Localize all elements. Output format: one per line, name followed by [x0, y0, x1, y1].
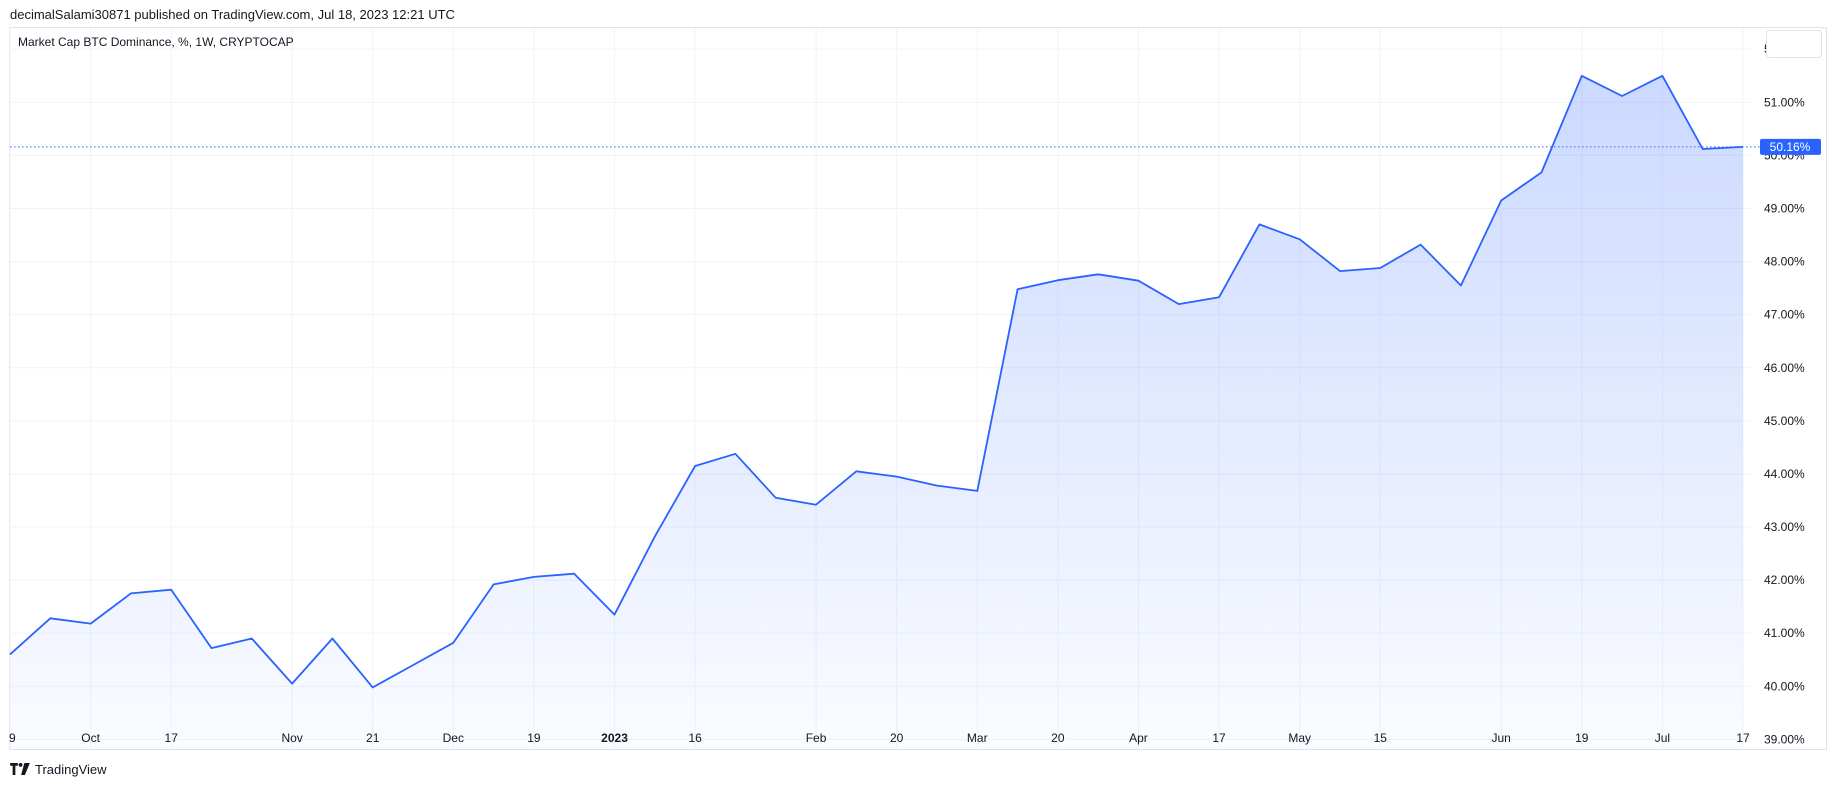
y-tick-label: 40.00% — [1764, 679, 1805, 693]
data-point — [9, 653, 11, 655]
x-tick-label: Oct — [81, 731, 100, 745]
x-axis: 9 Oct 17 Nov 21 Dec 19 2023 16 Feb 20 Mar 20 Apr 17 May… — [9, 731, 1750, 745]
y-tick-label: 45.00% — [1764, 414, 1805, 428]
x-tick-label: Dec — [443, 731, 464, 745]
data-point — [1621, 95, 1623, 97]
y-tick-label: 43.00% — [1764, 520, 1805, 534]
data-point — [1178, 303, 1180, 305]
data-point — [170, 589, 172, 591]
data-point — [533, 576, 535, 578]
data-point — [211, 647, 213, 649]
y-tick-label: 47.00% — [1764, 308, 1805, 322]
data-point — [1097, 273, 1099, 275]
data-point — [694, 465, 696, 467]
x-tick-label: 15 — [1374, 731, 1388, 745]
data-point — [1702, 148, 1704, 150]
last-value-label: 50.16% — [1770, 140, 1811, 154]
data-point — [1742, 146, 1744, 148]
data-point — [1299, 238, 1301, 240]
data-point — [734, 453, 736, 455]
x-tick-label: Jun — [1492, 731, 1511, 745]
x-tick-label: 9 — [9, 731, 16, 745]
data-point — [815, 504, 817, 506]
data-point — [130, 592, 132, 594]
y-tick-label: 44.00% — [1764, 467, 1805, 481]
data-point — [372, 686, 374, 688]
tradingview-logo-icon — [10, 763, 30, 775]
data-point — [1500, 200, 1502, 202]
data-point — [49, 617, 51, 619]
x-tick-label: May — [1288, 731, 1311, 745]
data-point — [654, 536, 656, 538]
data-point — [1420, 244, 1422, 246]
y-tick-label: 39.00% — [1764, 732, 1805, 746]
x-tick-label: 20 — [1051, 731, 1065, 745]
data-point — [331, 638, 333, 640]
data-point — [1137, 280, 1139, 282]
publisher-line: decimalSalami30871 published on TradingV… — [10, 7, 455, 22]
data-point — [1460, 284, 1462, 286]
data-point — [573, 573, 575, 575]
data-point — [1661, 75, 1663, 77]
x-tick-label: 17 — [165, 731, 179, 745]
data-point — [976, 490, 978, 492]
footer-brand-name: TradingView — [35, 761, 107, 777]
x-tick-label: Apr — [1129, 731, 1148, 745]
y-tick-label: 48.00% — [1764, 255, 1805, 269]
data-point — [251, 638, 253, 640]
y-tick-label: 49.00% — [1764, 202, 1805, 216]
y-tick-label: 46.00% — [1764, 361, 1805, 375]
data-point — [1339, 270, 1341, 272]
x-tick-label: Jul — [1655, 731, 1670, 745]
y-tick-label: 42.00% — [1764, 573, 1805, 587]
x-tick-label: 20 — [890, 731, 904, 745]
x-tick-label: 19 — [1575, 731, 1589, 745]
y-tick-label: 41.00% — [1764, 626, 1805, 640]
chart-corner-button[interactable] — [1766, 30, 1822, 58]
data-point — [1540, 171, 1542, 173]
data-point — [1581, 75, 1583, 77]
y-tick-label: 51.00% — [1764, 95, 1805, 109]
x-tick-label: Mar — [967, 731, 988, 745]
data-point — [1218, 296, 1220, 298]
data-point — [493, 583, 495, 585]
last-value-badge-bg — [1760, 138, 1821, 155]
x-tick-label: Nov — [281, 731, 302, 745]
data-point — [614, 614, 616, 616]
data-point — [412, 664, 414, 666]
x-tick-label: 2023 — [601, 731, 628, 745]
series-line — [9, 74, 1744, 689]
data-point — [291, 683, 293, 685]
x-tick-label: 19 — [527, 731, 541, 745]
data-point — [1057, 279, 1059, 281]
x-tick-label: Feb — [806, 731, 827, 745]
area-fill — [10, 75, 1743, 751]
x-tick-label: 21 — [366, 731, 380, 745]
data-point — [452, 642, 454, 644]
x-tick-label: 16 — [688, 731, 702, 745]
data-point — [1017, 288, 1019, 290]
data-point — [936, 485, 938, 487]
x-tick-label: 17 — [1736, 731, 1750, 745]
data-point — [1258, 223, 1260, 225]
data-point — [896, 476, 898, 478]
footer-branding: TradingView — [10, 760, 107, 778]
data-point — [90, 623, 92, 625]
last-value-badge: 50.16% — [1760, 138, 1821, 155]
data-point — [1379, 267, 1381, 269]
data-point — [775, 497, 777, 499]
chart-legend: Market Cap BTC Dominance, %, 1W, CRYPTOC… — [18, 35, 294, 49]
x-tick-label: 17 — [1212, 731, 1226, 745]
data-point — [855, 470, 857, 472]
